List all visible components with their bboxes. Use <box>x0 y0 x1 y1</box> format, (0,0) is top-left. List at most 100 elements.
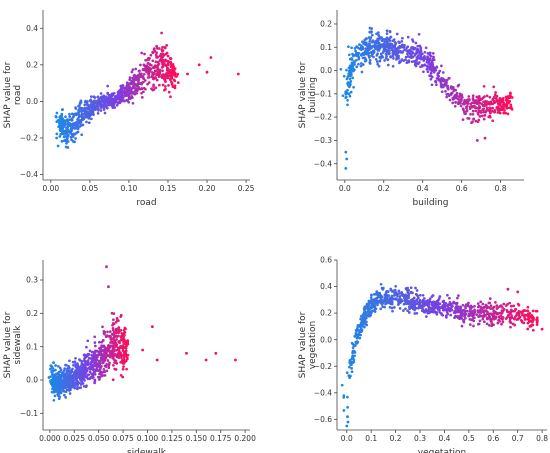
x-tick-label: 0.4 <box>417 184 429 193</box>
data-point <box>456 296 459 300</box>
y-tick-label: 0.3 <box>26 276 38 285</box>
data-point <box>118 346 121 350</box>
data-point <box>94 344 97 348</box>
data-point <box>93 373 97 376</box>
data-point <box>128 88 132 92</box>
data-point <box>80 359 84 363</box>
data-point <box>463 315 466 318</box>
data-point <box>392 57 395 60</box>
data-point <box>478 115 482 118</box>
data-point <box>344 150 348 154</box>
data-point <box>362 319 366 323</box>
data-point <box>172 78 176 82</box>
data-point <box>370 293 373 297</box>
data-point <box>79 383 83 386</box>
data-point <box>501 306 504 309</box>
data-point <box>106 101 110 105</box>
data-point <box>125 94 128 97</box>
data-point <box>99 347 102 351</box>
data-point <box>421 293 425 297</box>
data-point <box>58 128 62 132</box>
data-point <box>139 82 143 85</box>
data-point <box>500 322 503 326</box>
data-point <box>163 79 167 82</box>
data-point <box>82 353 86 357</box>
data-point <box>160 31 163 35</box>
data-point <box>68 115 72 118</box>
data-point <box>407 289 411 292</box>
data-point <box>60 381 64 384</box>
x-tick-label: 0.050 <box>88 434 110 443</box>
data-point <box>377 48 381 52</box>
data-point <box>379 307 383 311</box>
data-point <box>432 70 436 74</box>
data-point <box>98 378 101 381</box>
data-point <box>86 362 89 366</box>
data-point <box>345 424 349 428</box>
data-point <box>440 76 443 80</box>
y-tick-label: −0.1 <box>314 89 332 98</box>
data-point <box>509 92 512 96</box>
data-point <box>137 80 140 83</box>
data-point <box>345 157 349 161</box>
data-point <box>415 299 419 303</box>
data-point <box>357 62 360 66</box>
data-point <box>354 341 358 345</box>
scatter-points <box>54 31 240 149</box>
data-point <box>516 317 520 321</box>
data-point <box>108 330 112 333</box>
y-axis-label-line: vegetation <box>308 321 318 369</box>
data-point <box>376 294 380 297</box>
data-point <box>140 75 144 79</box>
data-point <box>97 362 101 366</box>
data-point <box>495 106 499 110</box>
data-point <box>68 131 72 134</box>
data-point <box>74 356 77 360</box>
data-point <box>403 299 407 302</box>
data-point <box>518 310 522 314</box>
data-point <box>370 33 374 37</box>
y-tick-label: 0.0 <box>26 97 38 106</box>
data-point <box>80 124 83 127</box>
data-point <box>402 45 406 48</box>
data-point <box>52 361 55 365</box>
data-point <box>454 88 458 92</box>
data-point <box>391 64 395 68</box>
data-point <box>407 311 411 314</box>
data-point <box>502 302 506 306</box>
data-point <box>142 63 146 67</box>
data-point <box>425 300 429 303</box>
data-point <box>499 314 503 317</box>
data-point <box>96 112 100 115</box>
data-point <box>80 115 84 119</box>
data-point <box>400 299 404 303</box>
data-point <box>424 57 427 60</box>
data-point <box>73 123 77 127</box>
data-point <box>388 306 392 309</box>
data-point <box>355 327 359 331</box>
data-point <box>503 109 506 112</box>
x-tick-label: 0.6 <box>456 184 468 193</box>
data-point <box>96 102 99 106</box>
data-point <box>110 339 114 343</box>
y-tick-label: −0.2 <box>20 134 38 143</box>
data-point <box>346 82 349 85</box>
data-point <box>486 310 489 314</box>
data-point <box>513 317 516 321</box>
data-point <box>67 370 71 373</box>
data-point <box>377 64 381 68</box>
data-point <box>396 298 399 302</box>
data-point <box>120 87 124 91</box>
data-point <box>105 362 109 366</box>
y-tick-label: 0.2 <box>320 20 332 29</box>
data-point <box>447 94 451 98</box>
data-point <box>540 327 544 331</box>
data-point <box>397 303 400 306</box>
data-point <box>449 313 453 317</box>
data-point <box>432 58 436 61</box>
data-point <box>370 52 374 56</box>
data-point <box>112 318 115 322</box>
y-axis-label: SHAP value forsidewalk <box>3 311 23 378</box>
data-point <box>406 45 410 49</box>
